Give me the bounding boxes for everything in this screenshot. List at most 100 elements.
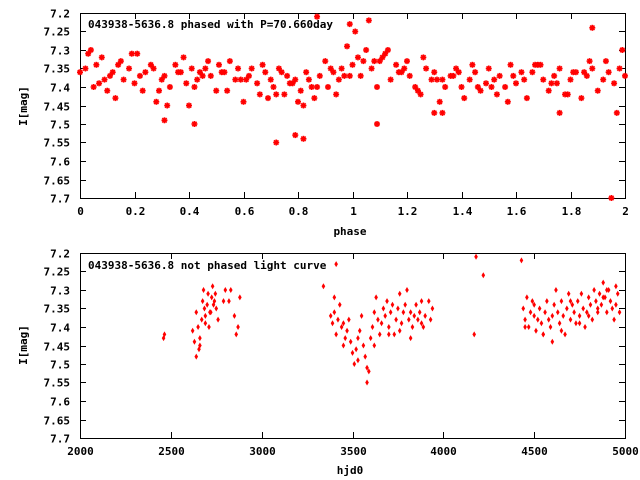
data-point	[458, 84, 465, 90]
data-point	[564, 91, 571, 98]
tick-marks	[80, 253, 626, 439]
data-point	[243, 76, 250, 83]
data-point	[574, 320, 578, 327]
data-point	[537, 61, 544, 68]
data-point	[77, 69, 83, 76]
data-point	[393, 61, 400, 68]
data-point	[559, 298, 564, 305]
data-point	[221, 298, 226, 305]
data-point	[394, 316, 398, 323]
data-point	[606, 287, 611, 293]
data-point	[300, 102, 307, 109]
data-point	[568, 298, 573, 305]
data-point	[226, 58, 233, 65]
data-point	[536, 316, 540, 323]
data-point	[322, 58, 329, 65]
data-point	[223, 287, 228, 293]
data-point	[552, 301, 556, 308]
data-point	[605, 69, 612, 76]
data-point	[202, 65, 209, 72]
y-axis-label: I[mag]	[17, 86, 30, 126]
data-point	[521, 305, 526, 312]
data-point	[556, 65, 563, 72]
data-point	[205, 58, 212, 65]
data-point	[350, 349, 355, 356]
data-point	[218, 69, 225, 76]
data-point	[203, 312, 208, 319]
data-point	[532, 61, 539, 68]
data-point	[134, 50, 141, 57]
data-point	[248, 65, 255, 72]
data-point	[259, 61, 266, 68]
data-point	[566, 290, 571, 297]
data-point	[194, 353, 199, 360]
data-point	[578, 95, 585, 102]
data-point	[150, 65, 157, 72]
data-point	[196, 324, 200, 330]
data-point	[466, 76, 473, 83]
data-point	[590, 316, 595, 323]
y-tick-label: 7.45	[44, 341, 71, 354]
data-point	[131, 80, 138, 87]
data-point	[278, 69, 285, 76]
data-point	[382, 50, 389, 57]
x-tick-label: 1.8	[562, 205, 582, 218]
data-point	[330, 69, 337, 76]
data-point	[206, 290, 210, 297]
data-point	[115, 61, 122, 68]
x-tick-label: 3500	[340, 445, 367, 458]
data-point	[419, 320, 424, 327]
data-point	[523, 95, 530, 102]
data-point	[526, 324, 531, 330]
data-point	[374, 84, 381, 90]
data-point	[297, 87, 304, 94]
data-point	[139, 87, 146, 94]
data-point	[586, 312, 591, 319]
data-point	[372, 309, 377, 316]
data-point	[357, 72, 364, 79]
data-point	[474, 84, 481, 90]
data-point	[82, 65, 89, 72]
data-point	[481, 272, 486, 279]
data-point	[341, 342, 346, 349]
x-tick-label: 4000	[430, 445, 457, 458]
data-point	[303, 69, 310, 76]
data-point	[265, 95, 272, 102]
data-point	[281, 91, 288, 98]
y-tick-label: 7.25	[44, 266, 71, 279]
data-point	[390, 301, 395, 308]
data-point	[341, 320, 346, 327]
data-point	[348, 338, 353, 345]
data-point	[120, 76, 127, 83]
data-point	[354, 346, 358, 353]
phased-light-curve-panel: 0 0.2 0.4 0.6 0.8 1 1.2 1.4 1.6 1.8 2 7.27.257.37.…	[17, 8, 629, 239]
data-point	[207, 72, 214, 79]
x-tick-label: 3000	[249, 445, 276, 458]
data-point	[172, 61, 179, 68]
data-point	[376, 316, 380, 323]
data-point	[202, 305, 207, 312]
x-tick-label: 0.8	[289, 205, 309, 218]
data-point	[199, 316, 204, 323]
data-point	[372, 342, 377, 349]
data-point	[234, 331, 239, 338]
data-point	[371, 58, 378, 65]
data-point	[577, 312, 582, 319]
data-point	[541, 331, 546, 338]
data-point	[399, 320, 404, 327]
data-point	[360, 58, 367, 65]
data-point	[534, 327, 538, 334]
x-tick-labels: 2000 2500 3000 3500 4000 4500 5000	[67, 445, 639, 458]
data-point	[554, 287, 558, 293]
data-point	[561, 312, 566, 319]
data-point	[161, 72, 168, 79]
data-point	[614, 283, 618, 290]
data-point	[439, 76, 446, 83]
data-point	[85, 50, 92, 57]
data-point	[349, 61, 356, 68]
data-point	[545, 87, 552, 94]
data-point	[383, 312, 387, 319]
y-tick-labels: 7.2 7.25 7.3 7.35 7.4 7.45 7.5 7.55 7.6 7.65 7.7	[44, 8, 71, 206]
data-point	[194, 309, 199, 316]
data-point	[557, 320, 562, 327]
